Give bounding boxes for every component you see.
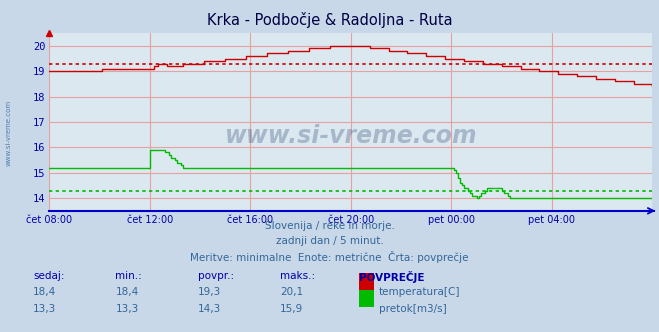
Text: 13,3: 13,3 — [115, 304, 138, 314]
Text: povpr.:: povpr.: — [198, 271, 234, 281]
Text: sedaj:: sedaj: — [33, 271, 65, 281]
Text: maks.:: maks.: — [280, 271, 315, 281]
Text: www.si-vreme.com: www.si-vreme.com — [225, 124, 477, 148]
Text: 18,4: 18,4 — [33, 287, 56, 297]
Text: 18,4: 18,4 — [115, 287, 138, 297]
Text: 15,9: 15,9 — [280, 304, 303, 314]
Text: Krka - Podbočje & Radoljna - Ruta: Krka - Podbočje & Radoljna - Ruta — [207, 12, 452, 28]
Text: pretok[m3/s]: pretok[m3/s] — [379, 304, 447, 314]
Text: www.si-vreme.com: www.si-vreme.com — [5, 100, 12, 166]
Text: 20,1: 20,1 — [280, 287, 303, 297]
Text: POVPREČJE: POVPREČJE — [359, 271, 424, 283]
Text: 14,3: 14,3 — [198, 304, 221, 314]
Text: Meritve: minimalne  Enote: metrične  Črta: povprečje: Meritve: minimalne Enote: metrične Črta:… — [190, 251, 469, 263]
Text: temperatura[C]: temperatura[C] — [379, 287, 461, 297]
Text: 13,3: 13,3 — [33, 304, 56, 314]
Text: Slovenija / reke in morje.: Slovenija / reke in morje. — [264, 221, 395, 231]
Text: min.:: min.: — [115, 271, 142, 281]
Text: zadnji dan / 5 minut.: zadnji dan / 5 minut. — [275, 236, 384, 246]
Text: 19,3: 19,3 — [198, 287, 221, 297]
